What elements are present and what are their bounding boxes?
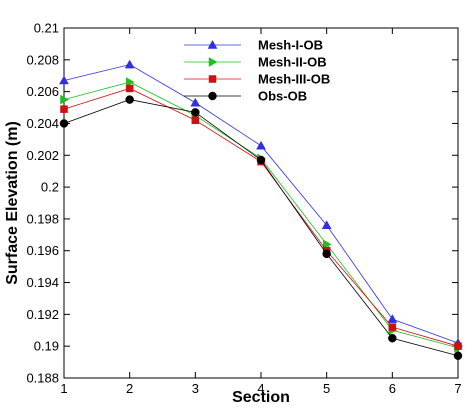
series-3: [59, 95, 463, 360]
y-tick-label: 0.19: [34, 339, 59, 354]
y-tick-label: 0.198: [26, 211, 59, 226]
data-point: [256, 155, 266, 165]
data-point: [388, 323, 397, 331]
y-tick-label: 0.2: [41, 180, 59, 195]
legend-item: Obs-OB: [184, 89, 307, 104]
data-point: [256, 140, 266, 150]
y-tick-label: 0.21: [34, 21, 59, 36]
y-tick-label: 0.204: [26, 116, 59, 131]
legend-marker: [207, 39, 218, 49]
x-tick-label: 2: [126, 381, 133, 396]
data-point: [59, 119, 69, 128]
data-point: [124, 59, 135, 69]
x-tick-label: 7: [454, 381, 461, 396]
legend-item: Mesh-III-OB: [184, 72, 330, 87]
x-tick-label: 3: [192, 381, 199, 396]
data-point: [322, 239, 332, 250]
data-point: [388, 333, 397, 343]
data-point: [125, 95, 134, 104]
y-tick-label: 0.188: [26, 371, 59, 386]
x-tick-label: 5: [323, 381, 330, 396]
data-point: [387, 314, 398, 323]
series-line: [63, 99, 459, 357]
series-0: [59, 59, 463, 347]
x-tick-label: 4: [257, 381, 264, 396]
legend-item: Mesh-I-OB: [184, 38, 323, 53]
legend: Mesh-I-OB Mesh-II-OB Mesh-III-OB Obs-OB: [184, 38, 330, 104]
data-point: [60, 105, 68, 113]
y-tick-label: 0.208: [26, 52, 59, 67]
data-point: [125, 84, 134, 93]
y-axis-title: Surface Elevation (m): [4, 121, 21, 285]
data-point: [191, 116, 200, 125]
y-tick-label: 0.196: [26, 243, 59, 258]
legend-label: Mesh-II-OB: [258, 55, 327, 70]
data-point: [59, 75, 69, 85]
y-tick-label: 0.202: [26, 148, 59, 163]
legend-marker: [208, 75, 217, 83]
data-point: [453, 351, 463, 360]
data-point: [125, 77, 135, 88]
series-layer: [59, 59, 464, 360]
legend-marker: [208, 91, 217, 101]
legend-item: Mesh-II-OB: [184, 55, 327, 70]
x-tick-label: 6: [389, 381, 396, 396]
legend-marker: [208, 57, 218, 67]
series-2: [60, 84, 462, 350]
x-axis-title: Section: [232, 389, 290, 406]
x-tick-label: 1: [60, 381, 67, 396]
data-point: [321, 220, 332, 230]
series-line: [63, 88, 459, 347]
legend-label: Obs-OB: [258, 89, 307, 104]
legend-label: Mesh-III-OB: [258, 72, 330, 87]
series-1: [60, 77, 464, 353]
series-line: [63, 81, 459, 349]
data-point: [191, 108, 200, 117]
y-tick-label: 0.192: [26, 307, 59, 322]
y-tick-label: 0.206: [26, 84, 59, 99]
data-point: [322, 249, 331, 259]
y-tick-label: 0.194: [26, 275, 59, 290]
data-point: [454, 342, 462, 350]
data-point: [60, 94, 70, 105]
data-point: [190, 97, 201, 107]
series-line: [63, 64, 459, 344]
legend-label: Mesh-I-OB: [258, 38, 323, 53]
